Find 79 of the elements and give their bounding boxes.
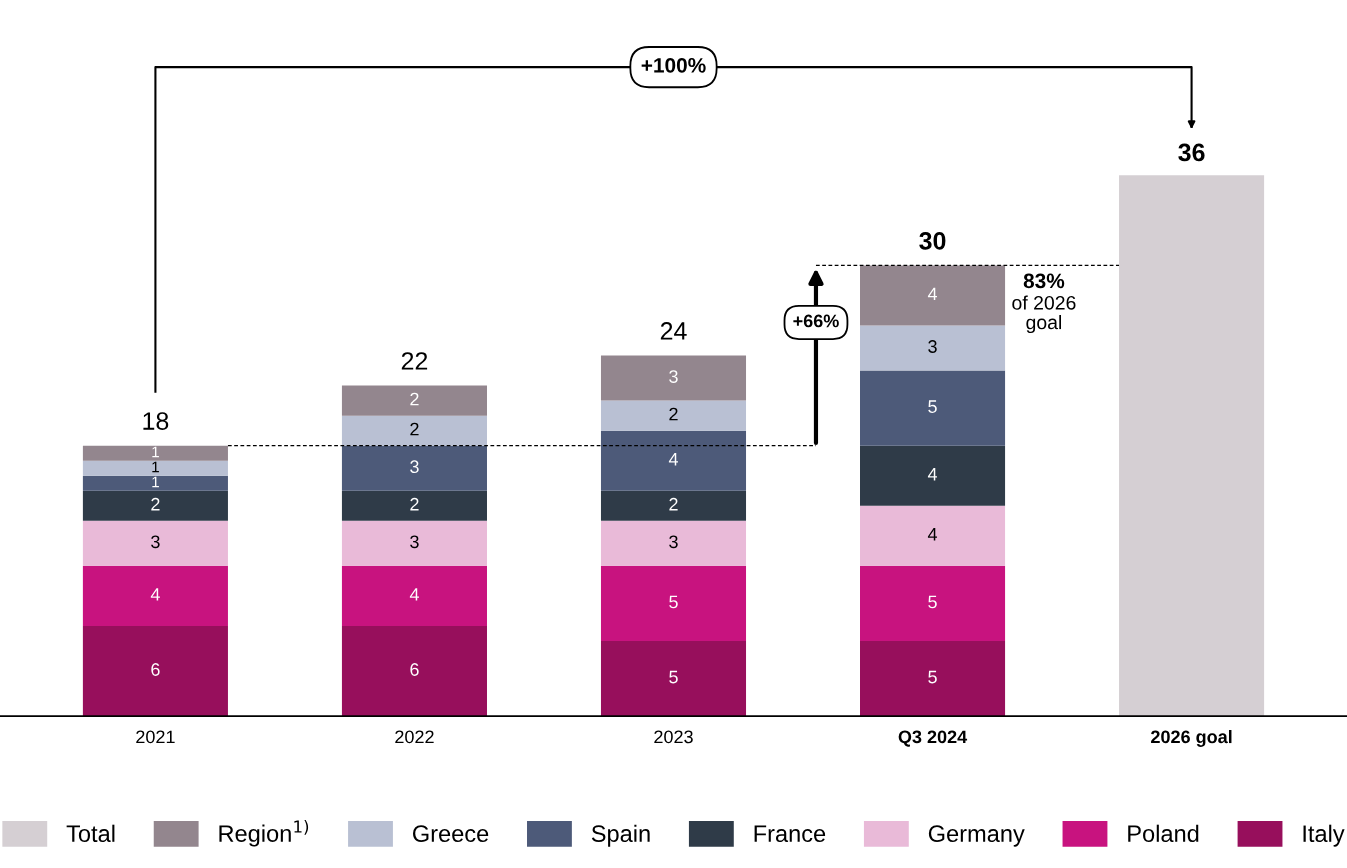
data-label: 2 xyxy=(669,407,678,421)
total-label: 24 xyxy=(660,322,687,340)
data-label: 4 xyxy=(150,588,160,601)
text: +100% xyxy=(641,57,706,73)
x-tick-label: 2021 xyxy=(136,730,175,744)
bar xyxy=(860,565,1006,641)
legend-label: Total xyxy=(66,824,115,843)
data-label: 3 xyxy=(410,535,419,549)
bar xyxy=(600,430,747,491)
data-label: 4 xyxy=(927,467,938,481)
data-label: 2 xyxy=(410,422,419,436)
data-label: 3 xyxy=(410,460,419,474)
bar xyxy=(860,640,1006,717)
bar xyxy=(860,325,1006,371)
bar xyxy=(600,355,747,401)
x-tick-label: Q3 2024 xyxy=(898,730,968,747)
data-label: 3 xyxy=(669,370,678,383)
bar xyxy=(82,520,228,566)
x-tick-label: 2022 xyxy=(395,730,434,744)
bar xyxy=(860,505,1006,566)
bar xyxy=(341,520,487,566)
data-label: 1 xyxy=(152,476,159,488)
data-label: 5 xyxy=(669,595,678,609)
legend-label: Poland xyxy=(1128,824,1199,843)
annotation: +66% xyxy=(793,314,839,328)
bar xyxy=(860,370,1006,446)
total-label: 30 xyxy=(919,231,946,250)
data-label: 4 xyxy=(927,528,938,541)
data-label: 5 xyxy=(928,670,937,684)
data-label: 2 xyxy=(669,497,678,511)
legend-label: Spain xyxy=(591,824,650,847)
data-label: 3 xyxy=(669,535,678,549)
bar xyxy=(341,415,487,446)
data-label: 36 xyxy=(1178,143,1205,162)
data-label: 3 xyxy=(928,340,937,353)
data-label: 1 xyxy=(152,446,159,458)
bar xyxy=(82,565,228,626)
legend-label: Region$^{1)}$ xyxy=(219,820,309,847)
data-label: 2 xyxy=(410,497,419,511)
data-label: 2 xyxy=(410,392,419,406)
bar xyxy=(341,490,487,521)
legend-label: Germany xyxy=(928,825,1025,847)
data-label: 2 xyxy=(151,497,160,511)
data-label: 3 xyxy=(151,535,160,549)
bar xyxy=(600,520,747,566)
bar xyxy=(82,625,228,717)
legend-label: France xyxy=(754,825,826,843)
bar xyxy=(341,625,487,717)
bar xyxy=(860,265,1006,326)
bar xyxy=(341,565,487,626)
data-label: 4 xyxy=(668,452,678,466)
data-label: 4 xyxy=(927,287,938,301)
data-label: 5 xyxy=(928,595,937,609)
data-label: 5 xyxy=(669,670,678,684)
bar xyxy=(600,640,747,717)
data-label: 5 xyxy=(928,400,937,413)
bar xyxy=(82,460,228,476)
total-label: 22 xyxy=(401,352,428,370)
data-label: 6 xyxy=(410,663,419,676)
data-label: 4 xyxy=(409,588,419,601)
x-tick-label: 2026 goal xyxy=(1151,729,1232,747)
annotation: of 2026 goal xyxy=(1012,295,1076,334)
bar xyxy=(82,475,228,491)
bar xyxy=(82,445,228,461)
bar xyxy=(82,490,228,521)
data-label: 1 xyxy=(152,461,159,473)
bar xyxy=(600,490,747,521)
total-label: 18 xyxy=(143,412,169,430)
bar xyxy=(600,565,747,641)
legend-label: Italy xyxy=(1303,824,1345,847)
x-tick-label: 2023 xyxy=(654,730,693,744)
bar xyxy=(600,400,747,431)
data-label: 6 xyxy=(151,663,160,676)
legend-label: Greece xyxy=(413,825,489,843)
bar xyxy=(341,385,487,416)
bar xyxy=(1119,175,1265,717)
bar xyxy=(341,445,487,491)
annotation: 83% xyxy=(1023,273,1065,289)
bar xyxy=(860,445,1006,506)
